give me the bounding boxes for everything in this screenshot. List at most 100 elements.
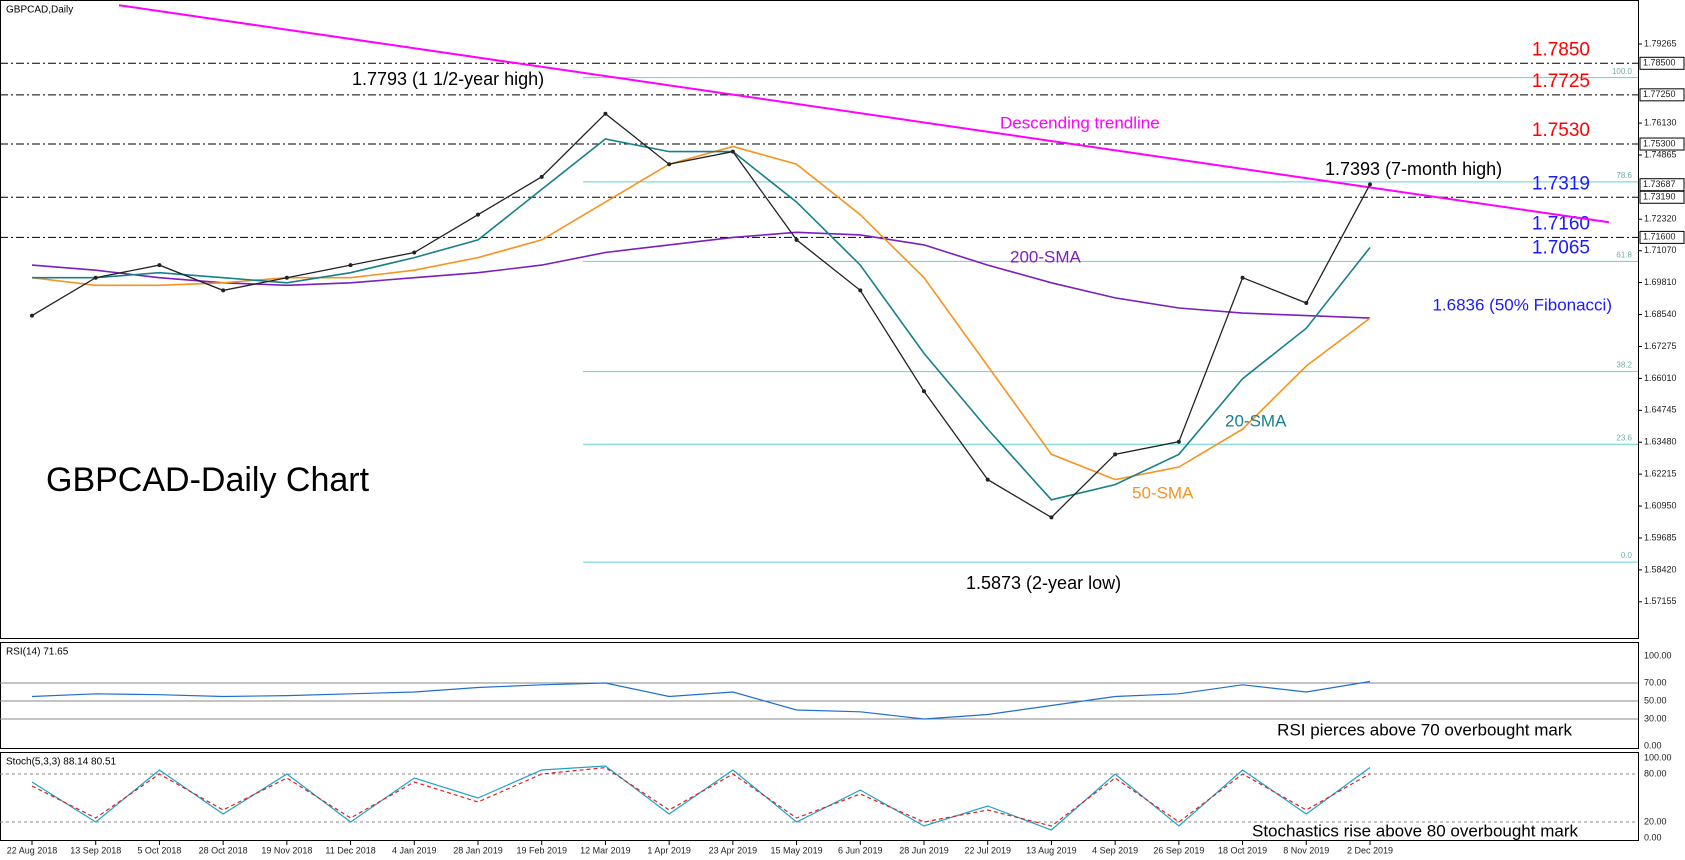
fib-label: 0.0: [1621, 551, 1633, 560]
price-point: [221, 288, 226, 293]
rsi-note: RSI pierces above 70 overbought mark: [1277, 720, 1572, 739]
price-point: [412, 250, 417, 255]
y-tick-label: 1.79265: [1644, 38, 1677, 48]
annotation: 1.7393 (7-month high): [1325, 159, 1502, 179]
x-tick-label: 13 Aug 2019: [1026, 845, 1077, 855]
x-tick-label: 18 Oct 2019: [1218, 845, 1267, 855]
price-point: [603, 111, 608, 116]
x-tick-label: 4 Jan 2019: [392, 845, 437, 855]
y-tick-label: 1.69810: [1644, 277, 1677, 287]
rsi-title: RSI(14) 71.65: [6, 647, 69, 658]
x-tick-label: 28 Oct 2018: [199, 845, 248, 855]
price-point: [1113, 452, 1118, 457]
level-axis-label: 1.73190: [1643, 192, 1676, 202]
y-tick-label: 1.60950: [1644, 500, 1677, 510]
fib-label: 38.2: [1616, 361, 1632, 370]
price-point: [985, 477, 990, 482]
y-tick-label: 30.00: [1644, 713, 1667, 723]
level-label: 1.6836 (50% Fibonacci): [1432, 296, 1612, 315]
last-price: 1.73687: [1643, 179, 1676, 189]
y-tick-label: 1.66010: [1644, 373, 1677, 383]
stoch-note: Stochastics rise above 80 overbought mar…: [1252, 821, 1579, 840]
y-tick-label: 1.74865: [1644, 149, 1677, 159]
price-point: [476, 212, 480, 217]
x-tick-label: 13 Sep 2018: [70, 845, 121, 855]
x-tick-label: 4 Sep 2019: [1092, 845, 1138, 855]
x-tick-label: 8 Nov 2019: [1283, 845, 1329, 855]
x-tick-label: 6 Jun 2019: [838, 845, 883, 855]
price-point: [539, 174, 544, 179]
price-point: [730, 149, 735, 154]
price-point: [858, 288, 863, 293]
y-tick-label: 80.00: [1644, 768, 1667, 778]
x-tick-label: 26 Sep 2019: [1153, 845, 1204, 855]
level-box: [1639, 88, 1685, 102]
level-label: 1.7850: [1532, 39, 1590, 60]
price-point: [93, 275, 98, 280]
y-tick-label: 0.00: [1644, 740, 1662, 750]
sma-label: 50-SMA: [1132, 483, 1194, 502]
price-line: [31, 112, 1371, 519]
x-tick-label: 19 Feb 2019: [516, 845, 567, 855]
annotation: 1.7793 (1 1/2-year high): [352, 69, 544, 89]
x-tick-label: 23 Apr 2019: [709, 845, 758, 855]
x-tick-label: 12 Mar 2019: [580, 845, 631, 855]
x-tick-label: 5 Oct 2018: [137, 845, 181, 855]
y-tick-label: 1.63480: [1644, 437, 1677, 447]
last-price-box: [1639, 178, 1685, 192]
x-tick-label: 15 May 2019: [771, 845, 823, 855]
y-tick-label: 0.00: [1644, 832, 1662, 842]
indicator-line: [31, 766, 1371, 827]
price-point: [1049, 515, 1054, 520]
x-tick-label: 1 Apr 2019: [647, 845, 691, 855]
y-tick-label: 1.71070: [1644, 245, 1677, 255]
level-box: [1639, 230, 1685, 244]
y-tick-label: 20.00: [1644, 816, 1667, 826]
chart-heading: GBPCAD-Daily Chart: [46, 461, 370, 499]
y-tick-label: 100.00: [1644, 752, 1672, 762]
x-tick-label: 28 Jan 2019: [453, 845, 503, 855]
level-axis-label: 1.71600: [1643, 232, 1676, 242]
sma-line: [31, 231, 1371, 319]
trendline-label: Descending trendline: [1000, 113, 1160, 132]
stoch-title: Stoch(5,3,3) 88.14 80.51: [6, 757, 117, 768]
x-tick-label: 22 Jul 2019: [964, 845, 1011, 855]
price-point: [667, 162, 672, 167]
y-tick-label: 1.62215: [1644, 469, 1677, 479]
y-tick-label: 1.59685: [1644, 532, 1677, 542]
rsi-pane: [0, 642, 1639, 749]
sma-label: 200-SMA: [1010, 247, 1082, 266]
price-point: [157, 263, 162, 268]
x-tick-label: 22 Aug 2018: [7, 845, 58, 855]
y-tick-label: 1.58420: [1644, 564, 1677, 574]
price-point: [1368, 182, 1372, 187]
level-axis-label: 1.77250: [1643, 89, 1676, 99]
price-point: [348, 263, 353, 268]
sma-label: 20-SMA: [1225, 411, 1287, 430]
y-tick-label: 50.00: [1644, 695, 1667, 705]
y-tick-label: 1.67275: [1644, 341, 1677, 351]
y-tick-label: 1.76130: [1644, 117, 1677, 127]
fib-label: 100.0: [1612, 67, 1633, 76]
level-label: 1.7319: [1532, 173, 1590, 194]
price-point: [1176, 439, 1181, 444]
fib-label: 61.8: [1616, 250, 1632, 259]
fib-label: 78.6: [1616, 171, 1632, 180]
x-tick-label: 2 Dec 2019: [1347, 845, 1393, 855]
price-point: [30, 313, 34, 318]
sma-line: [32, 138, 1371, 501]
level-box: [1639, 56, 1685, 70]
main-pane: [0, 0, 1639, 639]
level-label: 1.7160: [1532, 213, 1590, 234]
indicator-line: [31, 680, 1371, 720]
level-axis-label: 1.75300: [1643, 138, 1676, 148]
trendline: [118, 4, 1610, 224]
y-tick-label: 1.72320: [1644, 214, 1677, 224]
annotation: 1.5873 (2-year low): [966, 573, 1121, 593]
stoch-pane: [0, 752, 1639, 841]
fib-label: 23.6: [1616, 433, 1632, 442]
y-tick-label: 1.64745: [1644, 405, 1677, 415]
level-label: 1.7530: [1532, 120, 1590, 141]
y-tick-label: 70.00: [1644, 677, 1667, 687]
